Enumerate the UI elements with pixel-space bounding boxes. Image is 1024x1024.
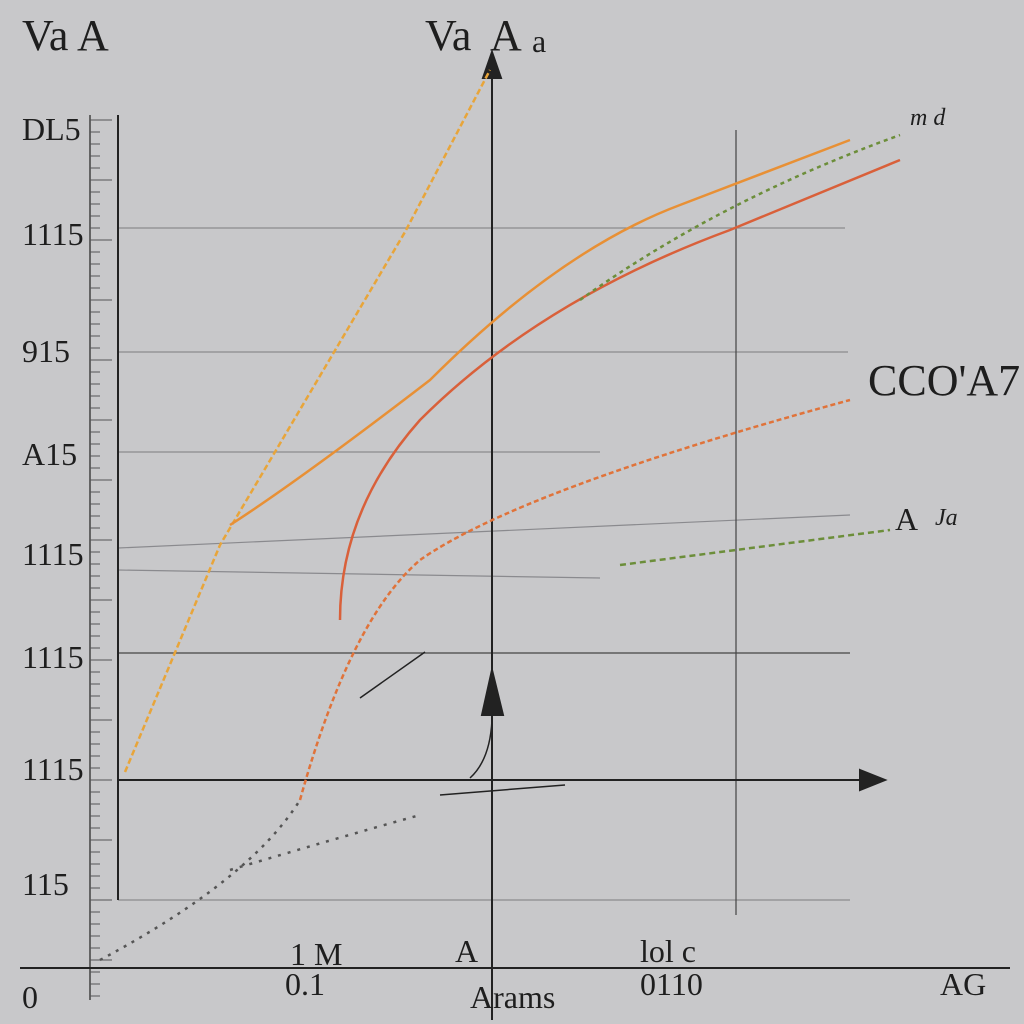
y-label: 1115 (22, 536, 84, 572)
y-label: 1115 (22, 639, 84, 675)
y-label: 1115 (22, 216, 84, 252)
curve (298, 398, 851, 801)
arrow-stem (469, 719, 493, 779)
arrow-stem (439, 784, 566, 796)
arrow (480, 669, 505, 716)
y-label: 1115 (22, 751, 84, 787)
x-label: 0 (22, 979, 38, 1015)
x-label: Arams (470, 979, 555, 1015)
label: CCO'A7 (868, 356, 1020, 405)
grid-line (117, 569, 601, 579)
y-label: 115 (22, 866, 69, 902)
y-label: A15 (22, 436, 77, 472)
x-label: lol c (640, 933, 696, 969)
y-label: DL5 (22, 111, 81, 147)
curve (99, 799, 302, 962)
arrow (481, 48, 503, 79)
curve (619, 528, 891, 567)
curve (338, 158, 901, 621)
title: Va (425, 11, 471, 60)
x-label: AG (940, 966, 986, 1002)
y-label: 915 (22, 333, 70, 369)
title: a (532, 23, 546, 59)
curve (123, 69, 492, 773)
axes (20, 48, 1010, 1020)
label: A (895, 501, 918, 537)
grid-line (117, 514, 851, 549)
x-label: 0.1 (285, 966, 325, 1002)
x-label: 1 M (290, 936, 342, 972)
label: Ja (935, 505, 958, 531)
curve (229, 813, 421, 872)
grid (117, 130, 851, 915)
arrow-stem (359, 651, 426, 699)
x-label: A (455, 933, 478, 969)
title: Va A (22, 11, 109, 60)
curves (99, 69, 901, 962)
arrow (859, 768, 888, 792)
y-labels: DL5 1115 915 A15 1115 1115 1115 115 (22, 111, 112, 997)
curve (229, 138, 851, 527)
title: A (490, 11, 522, 60)
curve (579, 133, 901, 302)
label: m d (910, 105, 946, 131)
x-label: 0110 (640, 966, 703, 1002)
